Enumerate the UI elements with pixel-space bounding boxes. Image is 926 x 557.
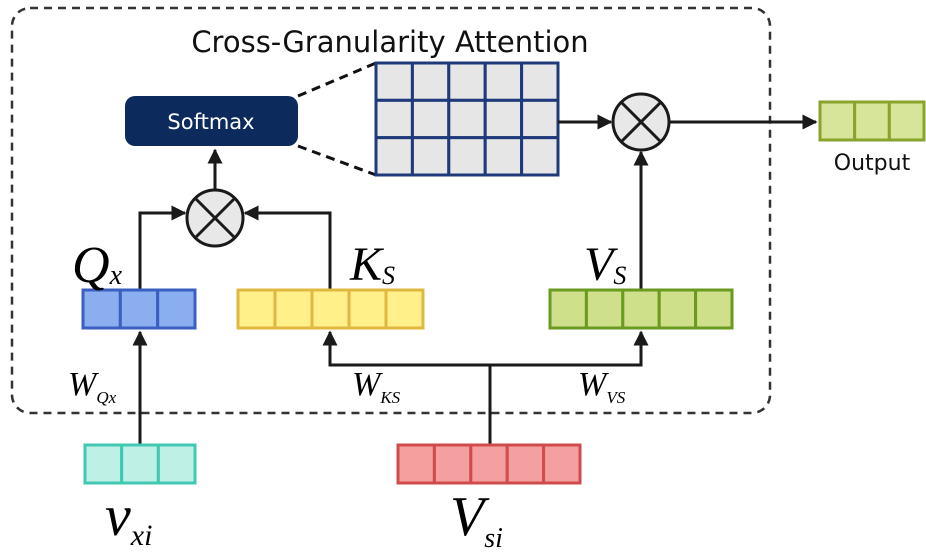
connectors — [132, 114, 818, 445]
cell — [853, 100, 891, 142]
vsi-label: Vsi — [450, 486, 503, 554]
output-label: Output — [834, 151, 911, 176]
cell — [374, 136, 414, 177]
cell — [542, 443, 582, 485]
cell — [410, 136, 451, 177]
cell — [374, 61, 414, 102]
cell — [483, 98, 524, 140]
cell — [505, 443, 546, 485]
cell — [548, 288, 588, 330]
wk-label: WKS — [352, 366, 401, 407]
cell — [410, 61, 451, 102]
v-label: VS — [584, 238, 626, 291]
cell — [310, 288, 351, 330]
cell — [447, 136, 487, 177]
q-label: Qx — [72, 237, 123, 294]
cell — [657, 288, 698, 330]
cell — [374, 98, 414, 140]
cell — [384, 288, 425, 330]
softmax-label: Softmax — [167, 110, 254, 134]
cell — [584, 288, 625, 330]
cell — [469, 443, 509, 485]
cell — [447, 98, 487, 140]
cell — [156, 288, 197, 330]
cell — [621, 288, 661, 330]
cell — [83, 443, 124, 485]
cell — [118, 288, 160, 330]
dashed-connector — [297, 61, 377, 98]
vectors — [81, 100, 926, 485]
cell — [410, 98, 451, 140]
multiply-node — [185, 188, 245, 248]
cell — [347, 288, 388, 330]
wv-label: WVS — [578, 366, 626, 407]
k-label: KS — [349, 238, 395, 291]
cell — [520, 61, 560, 102]
vxi-label: vxi — [105, 483, 152, 552]
title: Cross-Granularity Attention — [191, 25, 588, 59]
dashed-connector — [297, 144, 377, 177]
cell — [818, 100, 857, 142]
cell — [520, 136, 560, 177]
cell — [432, 443, 473, 485]
attention-matrix — [374, 61, 560, 177]
wq-label: WQx — [68, 366, 117, 407]
softmax-box — [125, 96, 298, 146]
cell — [520, 98, 560, 140]
multiply-node — [611, 92, 671, 152]
cell — [447, 61, 487, 102]
cell — [483, 61, 524, 102]
cell — [694, 288, 734, 330]
cell — [120, 443, 160, 485]
cell — [236, 288, 277, 330]
cell — [483, 136, 524, 177]
cell — [156, 443, 197, 485]
cell — [887, 100, 926, 142]
cell — [396, 443, 436, 485]
cell — [81, 288, 122, 330]
cell — [273, 288, 314, 330]
